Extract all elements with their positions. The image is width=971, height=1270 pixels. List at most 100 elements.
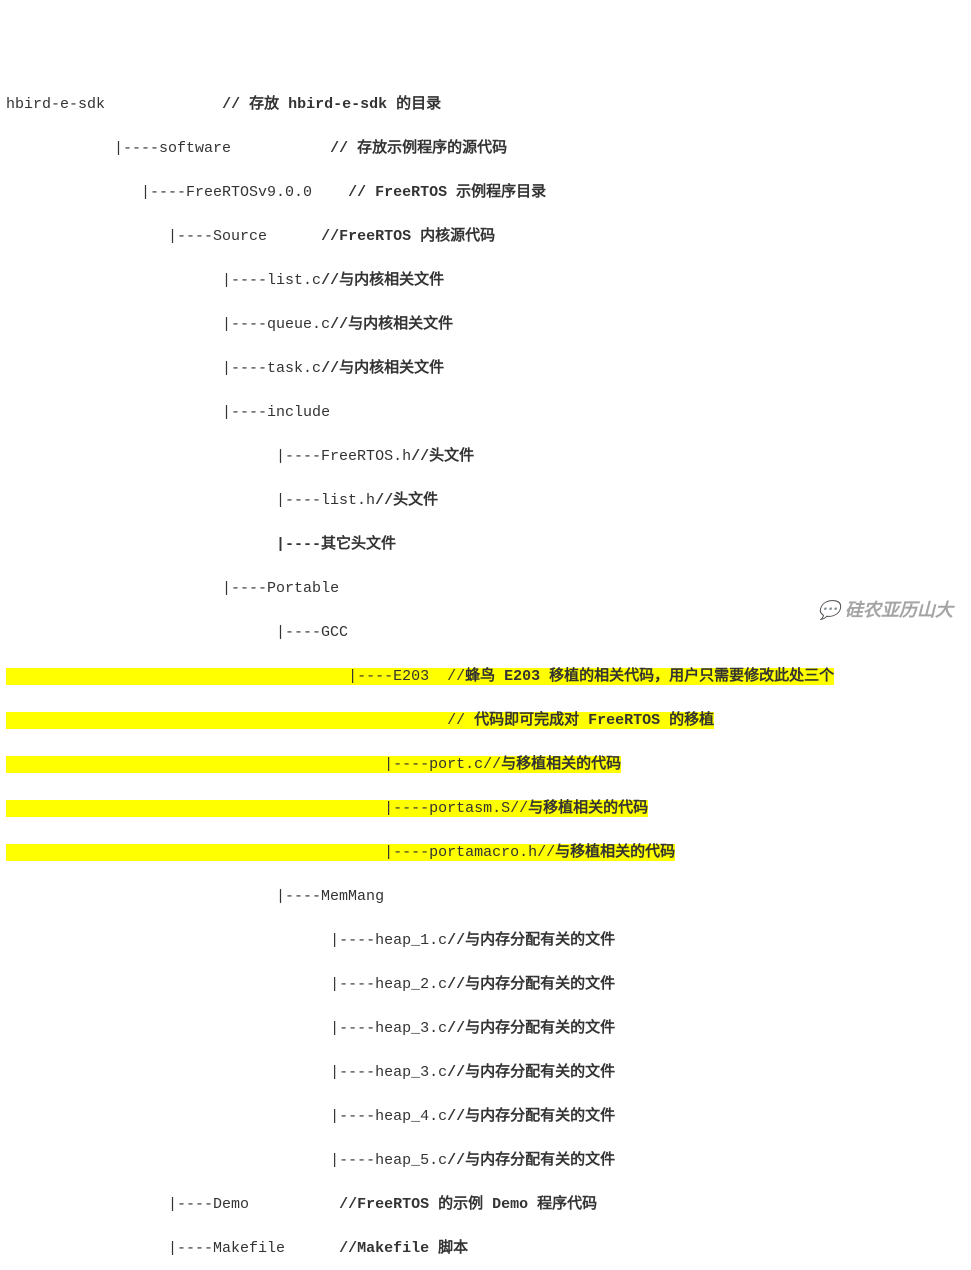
indent xyxy=(6,668,348,685)
tree-line: |----Source //FreeRTOS 内核源代码 xyxy=(6,226,965,248)
tree-line: |----include xyxy=(6,402,965,424)
comment: // FreeRTOS 示例程序目录 xyxy=(348,184,546,201)
indent xyxy=(6,360,222,377)
tree-path: |----GCC xyxy=(276,624,348,641)
tree-path: |----heap_2.c xyxy=(330,976,447,993)
tree-line: |----queue.c//与内核相关文件 xyxy=(6,314,965,336)
spacer xyxy=(312,184,348,201)
highlight-span: |----portasm.S//与移植相关的代码 xyxy=(6,800,648,817)
tree-line: |----Demo //FreeRTOS 的示例 Demo 程序代码 xyxy=(6,1194,965,1216)
tree-line: |----task.c//与内核相关文件 xyxy=(6,358,965,380)
comment: //与内存分配有关的文件 xyxy=(447,1152,615,1169)
tree-path: |----port.c// xyxy=(384,756,501,773)
indent xyxy=(6,272,222,289)
indent xyxy=(6,316,222,333)
comment: 与移植相关的代码 xyxy=(555,844,675,861)
indent xyxy=(6,976,330,993)
watermark: 💬 硅农亚历山大 xyxy=(818,599,953,621)
tree-line: hbird-e-sdk // 存放 hbird-e-sdk 的目录 xyxy=(6,94,965,116)
highlight-span: |----portamacro.h//与移植相关的代码 xyxy=(6,844,675,861)
comment: 蜂鸟 E203 移植的相关代码，用户只需要修改此处三个 xyxy=(465,668,834,685)
tree-path: |----task.c xyxy=(222,360,321,377)
indent: // xyxy=(6,712,474,729)
indent xyxy=(6,1108,330,1125)
tree-line: |----heap_4.c//与内存分配有关的文件 xyxy=(6,1106,965,1128)
highlight-span: // 代码即可完成对 FreeRTOS 的移植 xyxy=(6,712,714,729)
tree-line: |----list.h//头文件 xyxy=(6,490,965,512)
indent xyxy=(6,756,384,773)
tree-line: |----Makefile //Makefile 脚本 xyxy=(6,1238,965,1260)
tree-line-highlight: // 代码即可完成对 FreeRTOS 的移植 xyxy=(6,710,965,732)
tree-line: |----GCC xyxy=(6,622,965,644)
tree-path: |----Makefile xyxy=(168,1240,285,1257)
highlight-span: |----port.c//与移植相关的代码 xyxy=(6,756,621,773)
comment: //Makefile 脚本 xyxy=(339,1240,468,1257)
indent xyxy=(6,1064,330,1081)
wechat-icon: 💬 xyxy=(818,600,845,620)
tree-line: |----software // 存放示例程序的源代码 xyxy=(6,138,965,160)
indent xyxy=(6,1240,168,1257)
tree-path: |----list.h xyxy=(276,492,375,509)
indent xyxy=(6,844,384,861)
tree-line: |----Portable xyxy=(6,578,965,600)
indent xyxy=(6,448,276,465)
tree-path: |----FreeRTOS.h xyxy=(276,448,411,465)
indent xyxy=(6,228,168,245)
tree-path: |----Portable xyxy=(222,580,339,597)
tree-line: |----heap_1.c//与内存分配有关的文件 xyxy=(6,930,965,952)
indent xyxy=(6,888,276,905)
comment: //与内核相关文件 xyxy=(321,360,444,377)
tree-line: |----MemMang xyxy=(6,886,965,908)
tree-path: |----Source xyxy=(168,228,267,245)
indent xyxy=(6,624,276,641)
comment: 与移植相关的代码 xyxy=(501,756,621,773)
tree-path: |----heap_3.c xyxy=(330,1020,447,1037)
tree-line-highlight: |----E203 //蜂鸟 E203 移植的相关代码，用户只需要修改此处三个 xyxy=(6,666,965,688)
tree-path: |----MemMang xyxy=(276,888,384,905)
indent xyxy=(6,932,330,949)
indent xyxy=(6,1020,330,1037)
indent xyxy=(6,580,222,597)
tree-line-highlight: |----portasm.S//与移植相关的代码 xyxy=(6,798,965,820)
tree-path: |----其它头文件 xyxy=(276,536,396,553)
tree-path: |----software xyxy=(114,140,231,157)
comment: //头文件 xyxy=(375,492,438,509)
tree-path: |----portasm.S// xyxy=(384,800,528,817)
tree-line: |----heap_3.c//与内存分配有关的文件 xyxy=(6,1018,965,1040)
comment: 与移植相关的代码 xyxy=(528,800,648,817)
tree-line: |----FreeRTOSv9.0.0 // FreeRTOS 示例程序目录 xyxy=(6,182,965,204)
spacer xyxy=(285,1240,339,1257)
tree-path: |----heap_1.c xyxy=(330,932,447,949)
spacer xyxy=(105,96,222,113)
tree-line-highlight: |----portamacro.h//与移植相关的代码 xyxy=(6,842,965,864)
tree-line-highlight: |----port.c//与移植相关的代码 xyxy=(6,754,965,776)
tree-path: |----heap_3.c xyxy=(330,1064,447,1081)
tree-path: |----list.c xyxy=(222,272,321,289)
spacer xyxy=(267,228,321,245)
comment: //与内存分配有关的文件 xyxy=(447,932,615,949)
comment: 代码即可完成对 FreeRTOS 的移植 xyxy=(474,712,714,729)
highlight-span: |----E203 //蜂鸟 E203 移植的相关代码，用户只需要修改此处三个 xyxy=(6,668,834,685)
indent xyxy=(6,184,141,201)
tree-line: |----heap_2.c//与内存分配有关的文件 xyxy=(6,974,965,996)
comment: //FreeRTOS 的示例 Demo 程序代码 xyxy=(339,1196,597,1213)
indent xyxy=(6,404,222,421)
tree-path: |----queue.c xyxy=(222,316,330,333)
tree-path: |----E203 // xyxy=(348,668,465,685)
comment: // 存放 hbird-e-sdk 的目录 xyxy=(222,96,441,113)
comment: //与内核相关文件 xyxy=(330,316,453,333)
comment: //FreeRTOS 内核源代码 xyxy=(321,228,495,245)
indent xyxy=(6,800,384,817)
tree-line: |----heap_3.c//与内存分配有关的文件 xyxy=(6,1062,965,1084)
spacer xyxy=(231,140,330,157)
indent xyxy=(6,536,276,553)
indent xyxy=(6,492,276,509)
comment: //与内核相关文件 xyxy=(321,272,444,289)
spacer xyxy=(249,1196,339,1213)
tree-path: |----include xyxy=(222,404,330,421)
comment: //与内存分配有关的文件 xyxy=(447,1064,615,1081)
tree-line: |----heap_5.c//与内存分配有关的文件 xyxy=(6,1150,965,1172)
comment: //与内存分配有关的文件 xyxy=(447,1108,615,1125)
tree-path: |----FreeRTOSv9.0.0 xyxy=(141,184,312,201)
indent xyxy=(6,1152,330,1169)
